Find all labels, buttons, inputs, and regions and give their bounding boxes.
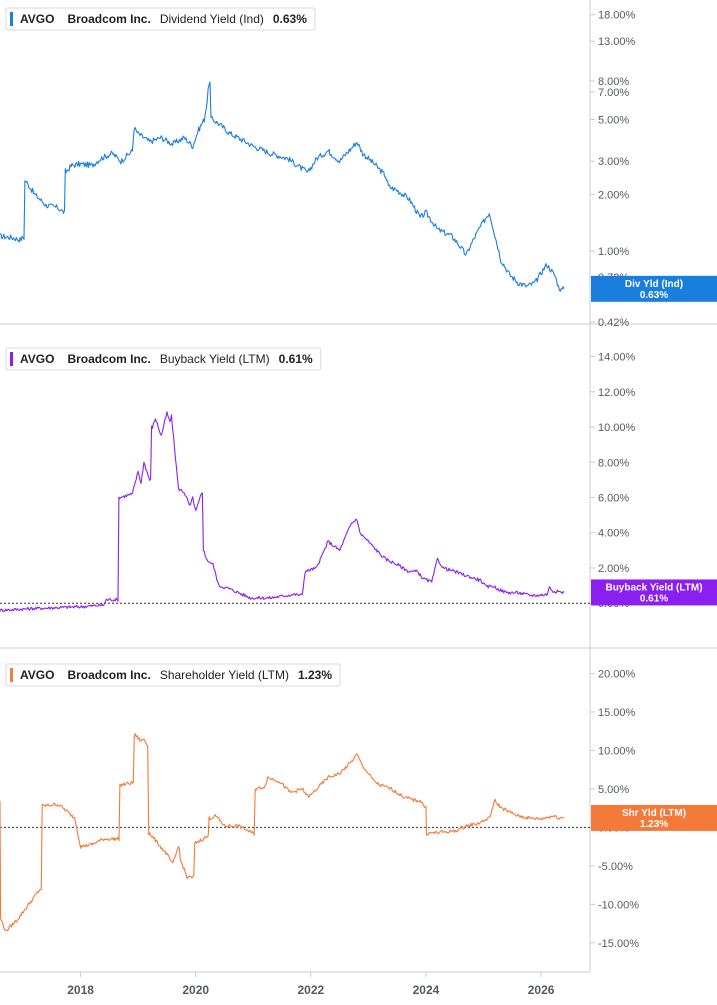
y-tick-label: 6.00% — [598, 492, 629, 504]
tag-value: 1.23% — [640, 819, 668, 830]
x-tick-label: 2022 — [297, 983, 324, 997]
legend-shareholder: AVGO Broadcom Inc. Shareholder Yield (LTM)… — [5, 663, 341, 687]
y-tick-label: 5.00% — [598, 114, 629, 126]
y-tick-label: 12.00% — [598, 387, 636, 399]
y-tick-label: 10.00% — [598, 422, 636, 434]
legend-company: Broadcom Inc. — [67, 12, 150, 26]
y-tick-label: -10.00% — [598, 899, 639, 911]
y-tick-label: 7.00% — [598, 87, 629, 99]
y-tick-label: 14.00% — [598, 352, 636, 364]
series-line-shareholder — [0, 733, 565, 932]
legend-buyback: AVGO Broadcom Inc. Buyback Yield (LTM) 0.61… — [5, 347, 322, 371]
y-tick-label: 13.00% — [598, 36, 636, 48]
x-tick-label: 2026 — [528, 983, 555, 997]
panel-buyback: 14.00% 12.00% 10.00% 8.00% 6.00% 4.00% 2.00% 0.… — [0, 347, 717, 613]
panel-dividend: 18.00% 13.00% 8.00%7.00% 5.00% 3.00% 2.00% 1.0… — [0, 7, 717, 329]
tag-label: Shr Yld (LTM) — [622, 808, 686, 819]
x-tick-label: 2024 — [413, 983, 440, 997]
panel-shareholder: 20.00%15.00%10.00%5.00%0.00%-5.00%-10.00… — [0, 663, 717, 950]
tag-value: 0.61% — [640, 593, 668, 604]
y-tick-label: 8.00% — [598, 457, 629, 469]
legend-color-swatch — [10, 668, 13, 682]
series-line-dividend — [0, 81, 565, 292]
y-tick-label: 18.00% — [598, 10, 636, 22]
y-tick-label: 2.00% — [598, 563, 629, 575]
legend-value: 0.63% — [273, 12, 307, 26]
tag-background — [591, 275, 717, 302]
tag-value: 0.63% — [640, 290, 668, 301]
x-axis: 2018 2020 2022 2024 2026 — [0, 971, 590, 997]
y-tick-label: 8.00% — [598, 76, 629, 88]
last-value-tag-shareholder: Shr Yld (LTM)1.23% — [591, 804, 717, 831]
legend-metric: Shareholder Yield (LTM) — [160, 668, 289, 682]
x-tick-label: 2020 — [182, 983, 209, 997]
tag-label: Buyback Yield (LTM) — [605, 582, 702, 593]
y-tick-label: 10.00% — [598, 745, 636, 757]
legend-ticker: AVGO — [20, 12, 54, 26]
legend-dividend: AVGO Broadcom Inc. Dividend Yield (Ind) 0.6… — [5, 7, 316, 31]
legend-color-swatch — [10, 12, 13, 26]
legend-company: Broadcom Inc. — [67, 668, 150, 682]
legend-box — [5, 663, 341, 687]
tag-background — [591, 804, 717, 831]
y-tick-label: 20.00% — [598, 669, 636, 681]
legend-metric: Dividend Yield (Ind) — [160, 12, 264, 26]
y-tick-label: 2.00% — [598, 189, 629, 201]
legend-box — [5, 347, 322, 371]
y-tick-label: -15.00% — [598, 938, 639, 950]
tag-background — [591, 579, 717, 606]
legend-color-swatch — [10, 352, 13, 366]
legend-ticker: AVGO — [20, 352, 54, 366]
y-tick-label: -5.00% — [598, 861, 633, 873]
y-tick-label: 4.00% — [598, 528, 629, 540]
series-line-buyback — [0, 411, 565, 613]
y-tick-label: 3.00% — [598, 156, 629, 168]
x-tick-label: 2018 — [67, 983, 94, 997]
tag-label: Div Yld (Ind) — [625, 279, 683, 290]
y-tick-label: 5.00% — [598, 784, 629, 796]
y-tick-label: 1.00% — [598, 246, 629, 258]
legend-ticker: AVGO — [20, 668, 54, 682]
legend-box — [5, 7, 316, 31]
last-value-tag-dividend: Div Yld (Ind)0.63% — [591, 275, 717, 302]
legend-value: 1.23% — [298, 668, 332, 682]
last-value-tag-buyback: Buyback Yield (LTM)0.61% — [591, 579, 717, 606]
y-tick-label: 0.42% — [598, 317, 629, 329]
legend-company: Broadcom Inc. — [67, 352, 150, 366]
legend-metric: Buyback Yield (LTM) — [160, 352, 270, 366]
legend-value: 0.61% — [279, 352, 313, 366]
y-tick-label: 15.00% — [598, 707, 636, 719]
